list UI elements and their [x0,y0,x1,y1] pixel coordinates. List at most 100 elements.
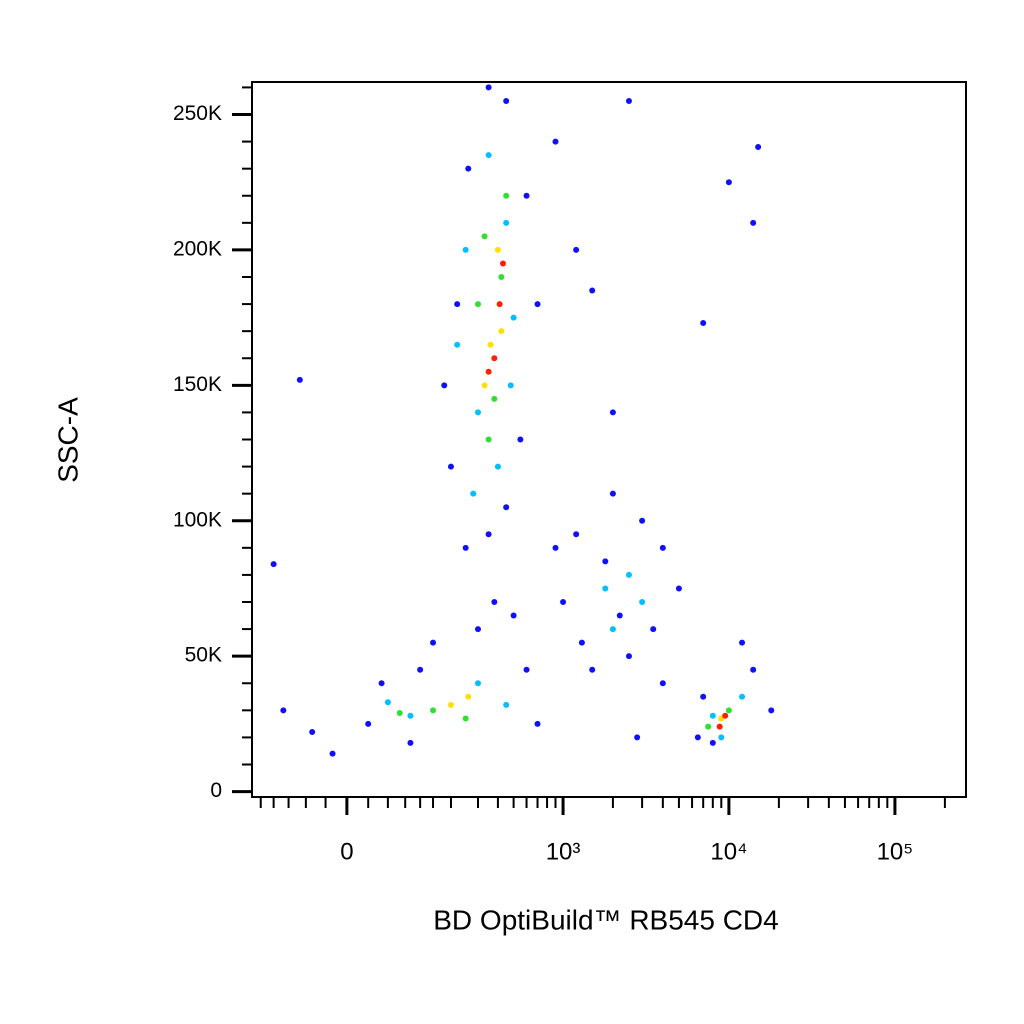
event-dot [639,599,646,605]
event-dot [578,639,585,646]
event-dot [296,376,303,383]
event-dot [625,653,632,660]
event-dot [365,720,372,727]
event-dot [309,729,316,735]
y-tick-label: 200K [173,237,222,260]
event-dot [709,739,716,746]
x-tick-label: 10⁴ [710,838,747,865]
event-dot [494,463,501,470]
event-dot [481,382,488,389]
y-tick-label: 250K [173,102,222,125]
event-dot [589,666,596,673]
event-dot [280,707,287,714]
event-dot [503,192,510,199]
event-dot [675,585,682,592]
event-dot [507,382,514,389]
event-dot [329,750,336,757]
event-dot [739,639,746,646]
event-dot [487,341,494,348]
event-dot [709,712,716,719]
event-dot [498,274,505,280]
event-dot [739,693,746,700]
event-dot [491,599,498,605]
event-dot [485,368,492,375]
event-dot [625,571,632,578]
y-axis-title: SSC-A [52,397,83,483]
event-dot [474,301,481,308]
event-dot [417,666,424,673]
event-dot [750,219,757,226]
event-dot [534,301,541,308]
event-dot [589,287,596,294]
event-dot [659,544,666,551]
event-dot [552,138,559,145]
event-dot [430,707,437,714]
event-dot [725,179,732,186]
event-dot [474,626,481,633]
event-dot [454,301,461,308]
event-dot [639,517,646,524]
event-dot [503,219,510,226]
event-dot [470,490,477,497]
event-dot [573,531,580,538]
event-dot [474,680,481,687]
event-dot [503,504,510,511]
event-dot [396,710,403,717]
x-tick-label: 10³ [546,838,581,865]
event-dot [718,734,725,741]
event-dot [481,233,488,240]
x-tick-label: 10⁵ [877,838,914,865]
event-dot [494,246,501,253]
event-dot [454,341,461,348]
event-dot [270,561,277,568]
x-tick-label: 0 [340,838,353,865]
event-dot [700,320,707,327]
event-dot [496,301,503,308]
event-dot [573,246,580,253]
y-tick-label: 0 [210,779,222,802]
event-dot [700,693,707,700]
event-dot [650,626,657,633]
event-dot [384,699,391,706]
event-dot [447,463,454,470]
event-dot [534,720,541,727]
event-dot [517,436,524,443]
event-dot [694,734,701,741]
plot-frame [251,81,967,798]
event-dot [462,246,469,253]
event-dot [523,666,530,673]
event-dot [485,84,492,91]
y-tick-label: 50K [185,644,222,667]
event-dot [750,666,757,673]
event-dot [625,97,632,104]
event-dot [510,314,517,321]
y-tick-label: 150K [173,373,222,396]
event-dot [491,355,498,362]
event-dot [616,612,623,619]
event-dot [503,97,510,104]
event-dot [552,544,559,551]
event-dot [485,152,492,159]
event-dot [503,701,510,708]
event-dot [499,260,506,267]
event-dot [768,707,775,714]
event-dot [609,409,616,416]
event-dot [523,192,530,199]
event-dot [510,612,517,619]
event-dot [430,639,437,646]
event-dot [498,328,505,335]
event-dot [602,558,609,565]
event-dot [491,395,498,402]
event-dot [407,712,414,719]
event-dot [560,599,567,605]
event-dot [465,165,472,172]
event-dot [465,693,472,700]
event-dot [462,544,469,551]
y-tick-label: 100K [173,508,222,531]
event-dot [755,144,762,150]
event-dot [485,436,492,443]
event-dot [722,712,729,719]
event-dot [634,734,641,741]
x-axis-title: BD OptiBuild™ RB545 CD4 [433,904,778,935]
